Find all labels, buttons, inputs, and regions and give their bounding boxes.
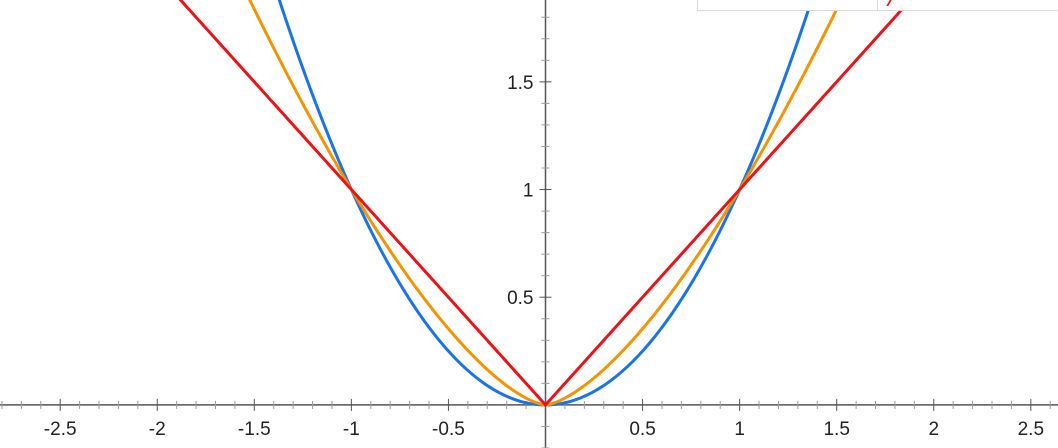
x-tick-label: -2.5 [44, 419, 77, 440]
x-tick-label: 1 [734, 419, 745, 440]
y-tick-label: 0.5 [507, 288, 533, 309]
x-tick-label: -2 [149, 419, 166, 440]
x-tick-label: -1 [343, 419, 360, 440]
y-tick-label: 1.5 [507, 73, 533, 94]
x-tick-label: -0.5 [432, 419, 465, 440]
legend-divider [877, 0, 878, 10]
legend-swatch-red [886, 0, 901, 6]
x-tick-label: 2.5 [1018, 419, 1044, 440]
legend-panel [697, 0, 1058, 11]
x-tick-label: 0.5 [629, 419, 655, 440]
x-tick-label: 2 [928, 419, 939, 440]
x-tick-label: 1.5 [823, 419, 849, 440]
series-line-2 [178, 0, 913, 407]
y-tick-label: 1 [523, 181, 534, 202]
x-tick-label: -1.5 [238, 419, 271, 440]
tick-labels: -2.5 -2 -1.5 -1 -0.5 0.5 1 1.5 2 2.5 0.5 1 1.5 [44, 73, 1044, 440]
curves [178, 0, 913, 407]
